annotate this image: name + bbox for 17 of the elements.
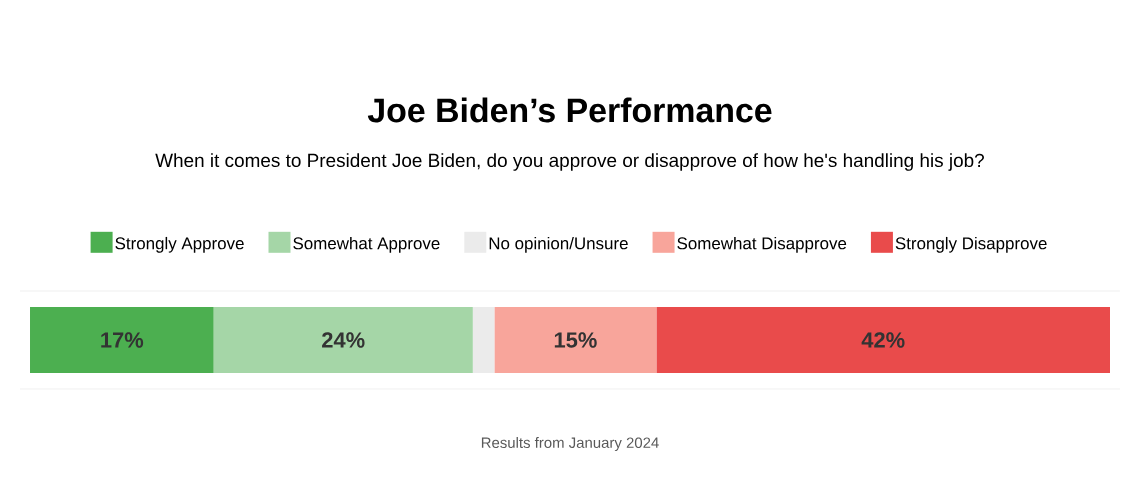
data-label: 15% (554, 332, 597, 348)
legend-label: Somewhat Approve (293, 236, 440, 253)
bar (472, 306, 495, 373)
bar (656, 306, 1111, 373)
legend-label: Strongly Approve (115, 236, 244, 253)
text: Results from January 2024 (481, 437, 659, 451)
chart-title: Joe Biden’s Performance (367, 97, 772, 123)
data-label: 24% (322, 332, 365, 348)
legend-label: Strongly Disapprove (895, 236, 1047, 253)
data-label: 17% (101, 332, 144, 348)
legend-label: No opinion/Unsure (489, 236, 628, 253)
bar (494, 306, 657, 373)
bar (30, 306, 214, 373)
legend-label: Somewhat Disapprove (677, 236, 847, 253)
chart-subtitle: When it comes to President Joe Biden, do you approve or disapprove of how he's handling his job? (155, 153, 984, 171)
bar (213, 306, 473, 373)
data-label: 42% (861, 332, 905, 348)
